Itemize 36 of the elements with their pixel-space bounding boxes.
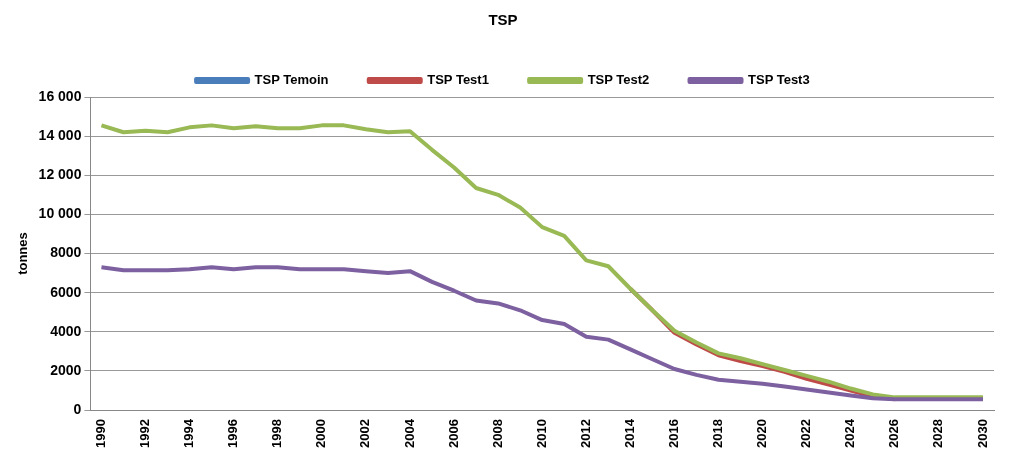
legend-label: TSP Test2 [587, 72, 650, 88]
x-tick-label: 2002 [357, 419, 373, 448]
x-tick-label: 2008 [489, 419, 505, 448]
x-tick-label: 2020 [754, 419, 770, 448]
y-tick-label: 10 000 [38, 205, 82, 222]
x-tick-label: 2000 [313, 419, 329, 448]
y-tick-label: 16 000 [38, 87, 82, 104]
legend-label: TSP Test1 [427, 72, 489, 88]
x-tick-label: 2006 [445, 419, 461, 448]
x-tick-label: 2030 [974, 419, 990, 448]
y-tick-label: 4000 [50, 322, 82, 339]
x-tick-label: 1994 [181, 418, 197, 448]
y-tick-label: 6000 [50, 283, 82, 300]
x-tick-label: 2018 [710, 419, 726, 448]
x-tick-label: 2026 [886, 419, 902, 448]
x-tick-label: 1992 [137, 419, 153, 448]
y-tick-label: 14 000 [38, 126, 82, 143]
x-tick-label: 1990 [93, 419, 109, 448]
x-tick-label: 2024 [842, 418, 858, 448]
y-tick-label: 2000 [50, 361, 82, 378]
x-tick-label: 1996 [225, 419, 241, 448]
legend-label: TSP Temoin [254, 72, 329, 88]
x-tick-label: 2016 [666, 419, 682, 448]
legend-label: TSP Test3 [748, 72, 810, 88]
y-tick-label: 0 [73, 400, 82, 417]
x-tick-label: 2010 [533, 419, 549, 448]
x-tick-label: 2028 [930, 419, 946, 448]
x-tick-label: 2004 [401, 418, 417, 448]
y-axis-title: tonnes [15, 232, 31, 275]
x-tick-label: 2022 [798, 419, 814, 448]
x-tick-label: 1998 [269, 419, 285, 448]
x-tick-label: 2014 [621, 418, 637, 448]
y-tick-label: 8000 [50, 244, 82, 261]
y-tick-label: 12 000 [38, 166, 82, 183]
x-tick-label: 2012 [577, 419, 593, 448]
chart-title: TSP [488, 11, 518, 29]
